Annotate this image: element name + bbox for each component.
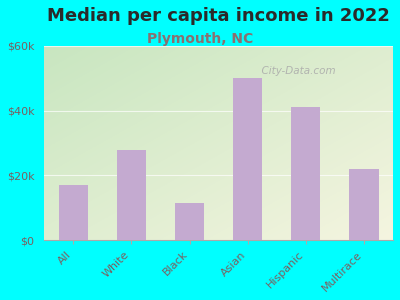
Bar bbox=[291, 107, 320, 240]
Bar bbox=[117, 150, 146, 240]
Text: City-Data.com: City-Data.com bbox=[255, 66, 336, 76]
Bar bbox=[59, 185, 88, 240]
Text: Plymouth, NC: Plymouth, NC bbox=[147, 32, 253, 46]
Bar bbox=[233, 78, 262, 240]
Title: Median per capita income in 2022: Median per capita income in 2022 bbox=[47, 7, 390, 25]
Bar bbox=[175, 203, 204, 240]
Bar bbox=[350, 169, 378, 240]
